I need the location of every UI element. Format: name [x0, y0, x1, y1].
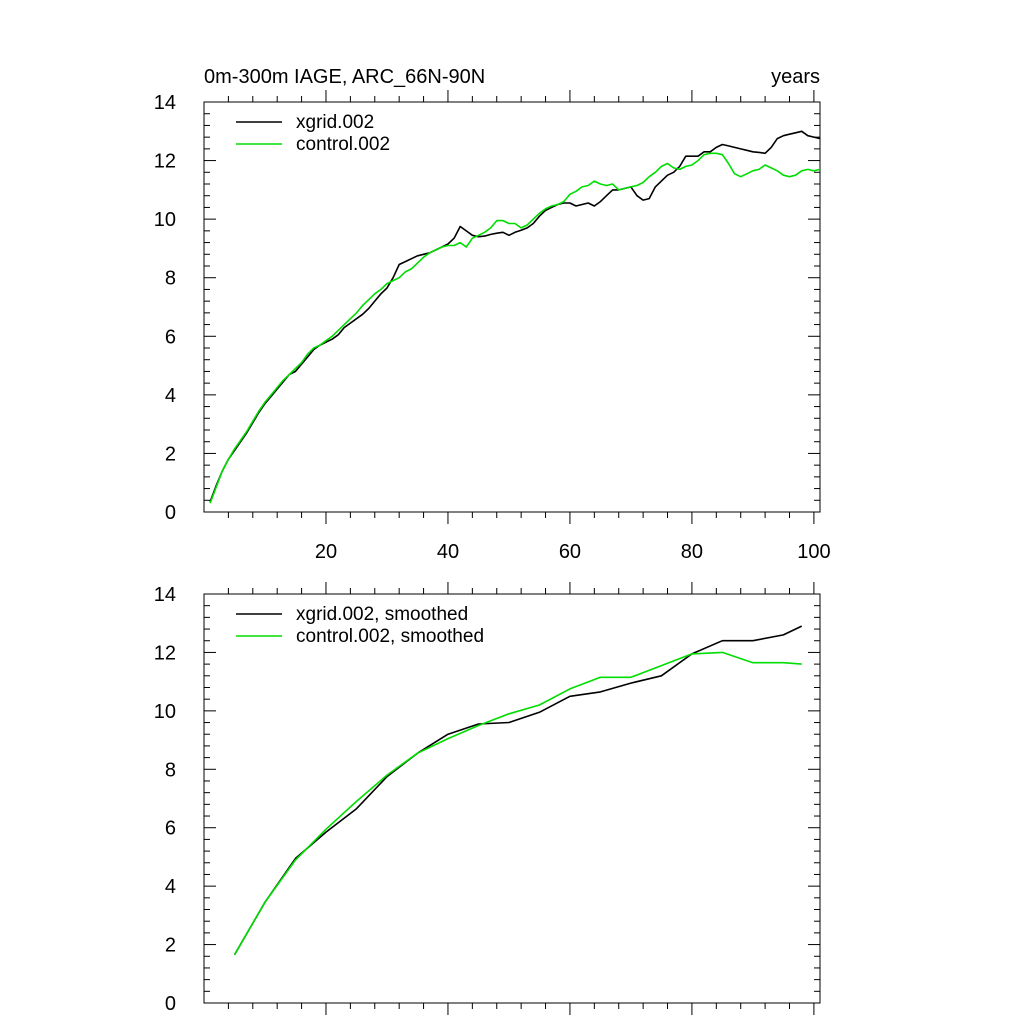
x-tick-label: 60: [559, 541, 581, 563]
panel-top: 0 2 4 6 8 10 12 14 20 40 60 80 100 0m-300m IAGE, ARC_…: [154, 66, 831, 563]
y-tick-label: 0: [165, 502, 176, 524]
x-tick-label: 20: [315, 541, 337, 563]
y-tick-label: 12: [154, 151, 176, 173]
series-line-xgrid: [209, 130, 821, 503]
y-tick-label: 4: [165, 876, 176, 898]
y-tick-label: 0: [165, 993, 176, 1015]
y-tick-label: 8: [165, 759, 176, 781]
series-line-control: [209, 152, 821, 504]
x-tick-label: 80: [681, 541, 703, 563]
plot-frame: [203, 593, 821, 1004]
panel-bottom: 0 2 4 6 8 10 12 14 xgrid.002, smoothedcontrol.00…: [154, 582, 821, 1015]
chart-title-right: years: [771, 66, 820, 88]
series-line-control: [233, 651, 802, 956]
y-tick-label: 2: [165, 935, 176, 957]
plot-frame: [203, 101, 821, 513]
y-tick-label: 2: [165, 443, 176, 465]
y-tick-label: 6: [165, 818, 176, 840]
y-tick-label: 10: [154, 209, 176, 231]
y-tick-label: 12: [154, 642, 176, 664]
legend-label: xgrid.002, smoothed: [296, 604, 468, 625]
y-tick-label: 14: [154, 92, 176, 114]
x-tick-label: 100: [797, 541, 830, 563]
y-tick-label: 10: [154, 701, 176, 723]
y-tick-label: 14: [154, 584, 176, 606]
y-tick-label: 8: [165, 268, 176, 290]
x-tick-label: 40: [437, 541, 459, 563]
chart-title: 0m-300m IAGE, ARC_66N-90N: [204, 66, 485, 88]
legend-label: control.002: [296, 134, 390, 155]
legend-label: xgrid.002: [296, 112, 374, 133]
y-tick-label: 4: [165, 385, 176, 407]
legend-label: control.002, smoothed: [296, 626, 484, 647]
series-line-xgrid: [233, 625, 803, 956]
y-tick-label: 6: [165, 326, 176, 348]
